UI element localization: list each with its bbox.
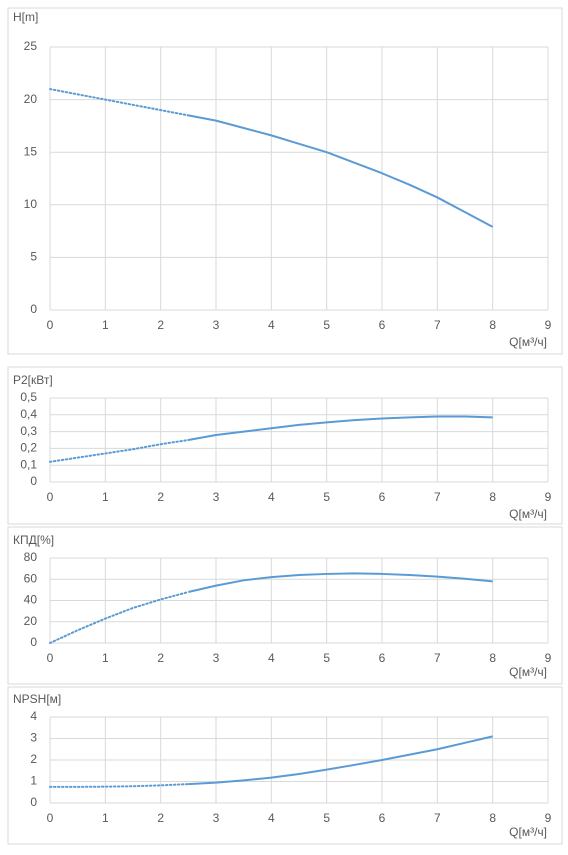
x-tick-label: 8 [489,490,496,504]
x-tick-label: 4 [268,318,275,332]
x-tick-label: 2 [157,811,164,825]
x-tick-label: 4 [268,651,275,665]
data-line [188,415,493,441]
x-axis-label: Q[м³/ч] [509,335,547,349]
x-tick-label: 6 [379,651,386,665]
y-tick-label: 20 [24,614,38,628]
x-tick-label: 6 [379,811,386,825]
chart-frame [7,686,563,845]
y-tick-label: 80 [24,550,38,564]
chart-title: H[m] [13,10,38,24]
x-tick-label: 4 [268,490,275,504]
y-tick-label: 0 [30,474,37,488]
x-tick-label: 8 [489,651,496,665]
chart-title: КПД[%] [13,533,54,547]
y-tick-label: 20 [24,92,38,106]
y-tick-label: 2 [30,752,37,766]
chart-title: P2[кВт] [13,373,53,387]
y-tick-label: 0,5 [20,390,37,404]
x-tick-label: 5 [323,811,330,825]
x-tick-label: 3 [213,490,220,504]
y-tick-label: 60 [24,571,38,585]
data-line [49,439,190,463]
x-tick-label: 5 [323,490,330,504]
x-tick-label: 3 [213,651,220,665]
y-tick-label: 25 [24,39,38,53]
data-line [188,572,493,593]
x-tick-label: 9 [545,318,552,332]
y-tick-label: 0 [30,302,37,316]
x-tick-label: 1 [102,490,109,504]
y-tick-label: 0,4 [20,407,37,421]
x-tick-label: 2 [157,318,164,332]
x-tick-label: 1 [102,651,109,665]
x-tick-label: 0 [47,811,54,825]
y-tick-label: 1 [30,774,37,788]
x-tick-label: 2 [157,490,164,504]
chart-frame [7,7,563,355]
x-axis-label: Q[м³/ч] [509,507,547,521]
chart-title: NPSH[м] [13,692,61,706]
x-tick-label: 0 [47,651,54,665]
x-tick-label: 7 [434,318,441,332]
x-tick-label: 4 [268,811,275,825]
x-tick-label: 8 [489,318,496,332]
x-tick-label: 9 [545,651,552,665]
x-tick-label: 9 [545,490,552,504]
y-tick-label: 4 [30,709,37,723]
y-tick-label: 10 [24,197,38,211]
x-tick-label: 8 [489,811,496,825]
chart-frame [7,366,563,525]
y-tick-label: 0 [30,635,37,649]
x-tick-label: 5 [323,651,330,665]
x-tick-label: 2 [157,651,164,665]
y-tick-label: 0 [30,795,37,809]
x-tick-label: 3 [213,811,220,825]
x-tick-label: 7 [434,811,441,825]
y-tick-label: 0,3 [20,424,37,438]
x-tick-label: 7 [434,490,441,504]
x-tick-label: 7 [434,651,441,665]
x-tick-label: 0 [47,318,54,332]
y-tick-label: 40 [24,593,38,607]
y-tick-label: 3 [30,731,37,745]
x-axis-label: Q[м³/ч] [509,665,547,679]
chart-frame [7,526,563,685]
x-tick-label: 1 [102,811,109,825]
x-tick-label: 6 [379,490,386,504]
x-tick-label: 3 [213,318,220,332]
data-line [188,735,493,786]
x-tick-label: 6 [379,318,386,332]
y-tick-label: 0,2 [20,441,37,455]
data-line [49,783,190,788]
x-tick-label: 5 [323,318,330,332]
x-axis-label: Q[м³/ч] [509,825,547,839]
x-tick-label: 1 [102,318,109,332]
y-tick-label: 0,1 [20,457,37,471]
x-tick-label: 0 [47,490,54,504]
y-tick-label: 5 [30,250,37,264]
data-line [49,591,190,644]
data-line [188,114,494,228]
y-tick-label: 15 [24,144,38,158]
x-tick-label: 9 [545,811,552,825]
data-line [49,88,190,117]
